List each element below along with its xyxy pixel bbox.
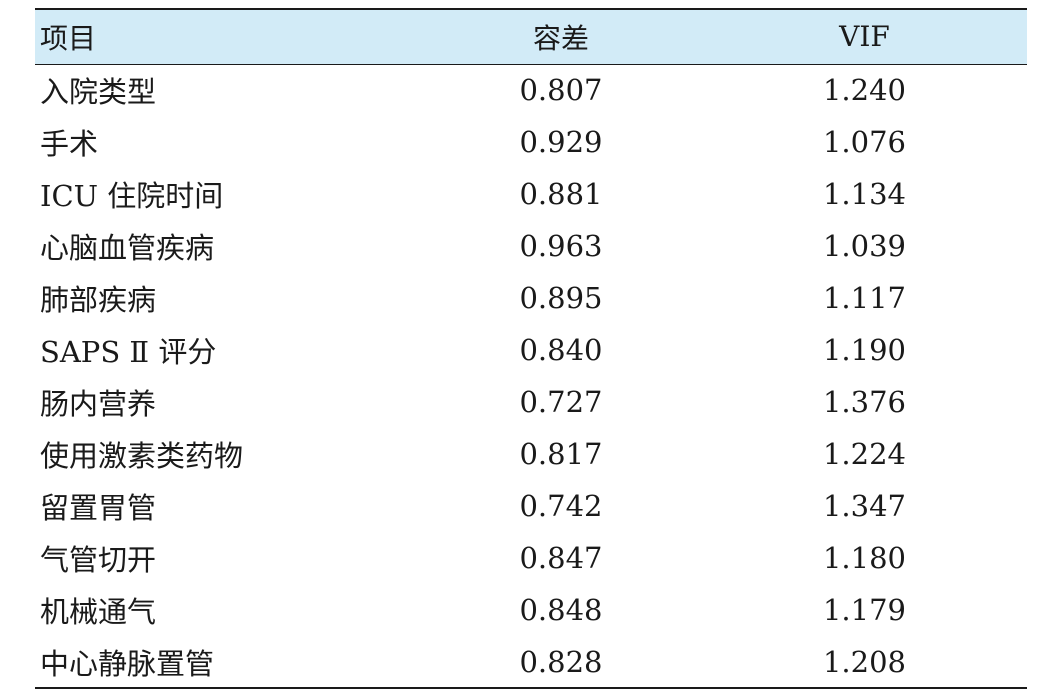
cell-tolerance: 0.840 xyxy=(519,333,603,367)
table-row: 中心静脉置管 0.828 1.208 xyxy=(35,636,1027,689)
cell-tolerance: 0.727 xyxy=(519,385,603,419)
table-body: 入院类型 0.807 1.240 手术 0.929 1.076 ICU 住院时间… xyxy=(35,64,1027,689)
table-row: SAPS Ⅱ 评分 0.840 1.190 xyxy=(35,324,1027,376)
header-vif: VIF xyxy=(702,8,1027,65)
header-tolerance: 容差 xyxy=(420,8,702,65)
cell-item: 使用激素类药物 xyxy=(40,439,244,473)
cell-vif: 1.117 xyxy=(822,281,907,315)
cell-item: 机械通气 xyxy=(40,595,157,629)
cell-tolerance: 0.817 xyxy=(519,437,603,471)
table-row: 心脑血管疾病 0.963 1.039 xyxy=(35,220,1027,272)
table-header: 项目 容差 VIF xyxy=(35,8,1027,65)
cell-tolerance: 0.848 xyxy=(519,593,603,627)
table-row: 肺部疾病 0.895 1.117 xyxy=(35,272,1027,324)
cell-item: ICU 住院时间 xyxy=(40,179,224,213)
cell-tolerance: 0.963 xyxy=(519,229,603,263)
cell-vif: 1.039 xyxy=(822,229,907,263)
cell-item: 手术 xyxy=(40,127,99,161)
header-item: 项目 xyxy=(35,8,420,65)
table-row: 入院类型 0.807 1.240 xyxy=(35,64,1027,116)
collinearity-table: 项目 容差 VIF 入院类型 0.807 1.240 手术 0.929 1.07… xyxy=(35,8,1027,689)
cell-item: SAPS Ⅱ 评分 xyxy=(40,335,217,369)
header-row: 项目 容差 VIF xyxy=(35,8,1027,65)
table-row: ICU 住院时间 0.881 1.134 xyxy=(35,168,1027,220)
cell-vif: 1.134 xyxy=(822,177,907,211)
cell-vif: 1.190 xyxy=(822,333,907,367)
cell-vif: 1.376 xyxy=(822,385,907,419)
cell-tolerance: 0.847 xyxy=(519,541,603,575)
table-row: 气管切开 0.847 1.180 xyxy=(35,532,1027,584)
cell-tolerance: 0.895 xyxy=(519,281,603,315)
table-row: 使用激素类药物 0.817 1.224 xyxy=(35,428,1027,480)
cell-item: 心脑血管疾病 xyxy=(40,231,215,265)
cell-item: 肺部疾病 xyxy=(40,283,157,317)
cell-item: 中心静脉置管 xyxy=(35,636,420,689)
cell-tolerance: 0.807 xyxy=(519,73,603,108)
cell-item: 入院类型 xyxy=(40,75,157,110)
cell-tolerance: 0.828 xyxy=(420,636,702,689)
table-row: 机械通气 0.848 1.179 xyxy=(35,584,1027,636)
cell-vif: 1.208 xyxy=(702,636,1027,689)
table-row: 肠内营养 0.727 1.376 xyxy=(35,376,1027,428)
cell-tolerance: 0.929 xyxy=(519,125,603,159)
cell-vif: 1.240 xyxy=(822,73,907,108)
cell-vif: 1.347 xyxy=(822,489,907,523)
cell-item: 气管切开 xyxy=(40,543,157,577)
cell-tolerance: 0.742 xyxy=(519,489,603,523)
cell-tolerance: 0.881 xyxy=(519,177,603,211)
table-row: 手术 0.929 1.076 xyxy=(35,116,1027,168)
cell-vif: 1.076 xyxy=(822,125,907,159)
cell-vif: 1.180 xyxy=(822,541,907,575)
cell-item: 肠内营养 xyxy=(40,387,157,421)
table-row: 留置胃管 0.742 1.347 xyxy=(35,480,1027,532)
cell-vif: 1.224 xyxy=(822,437,907,471)
cell-vif: 1.179 xyxy=(822,593,907,627)
cell-item: 留置胃管 xyxy=(40,491,157,525)
